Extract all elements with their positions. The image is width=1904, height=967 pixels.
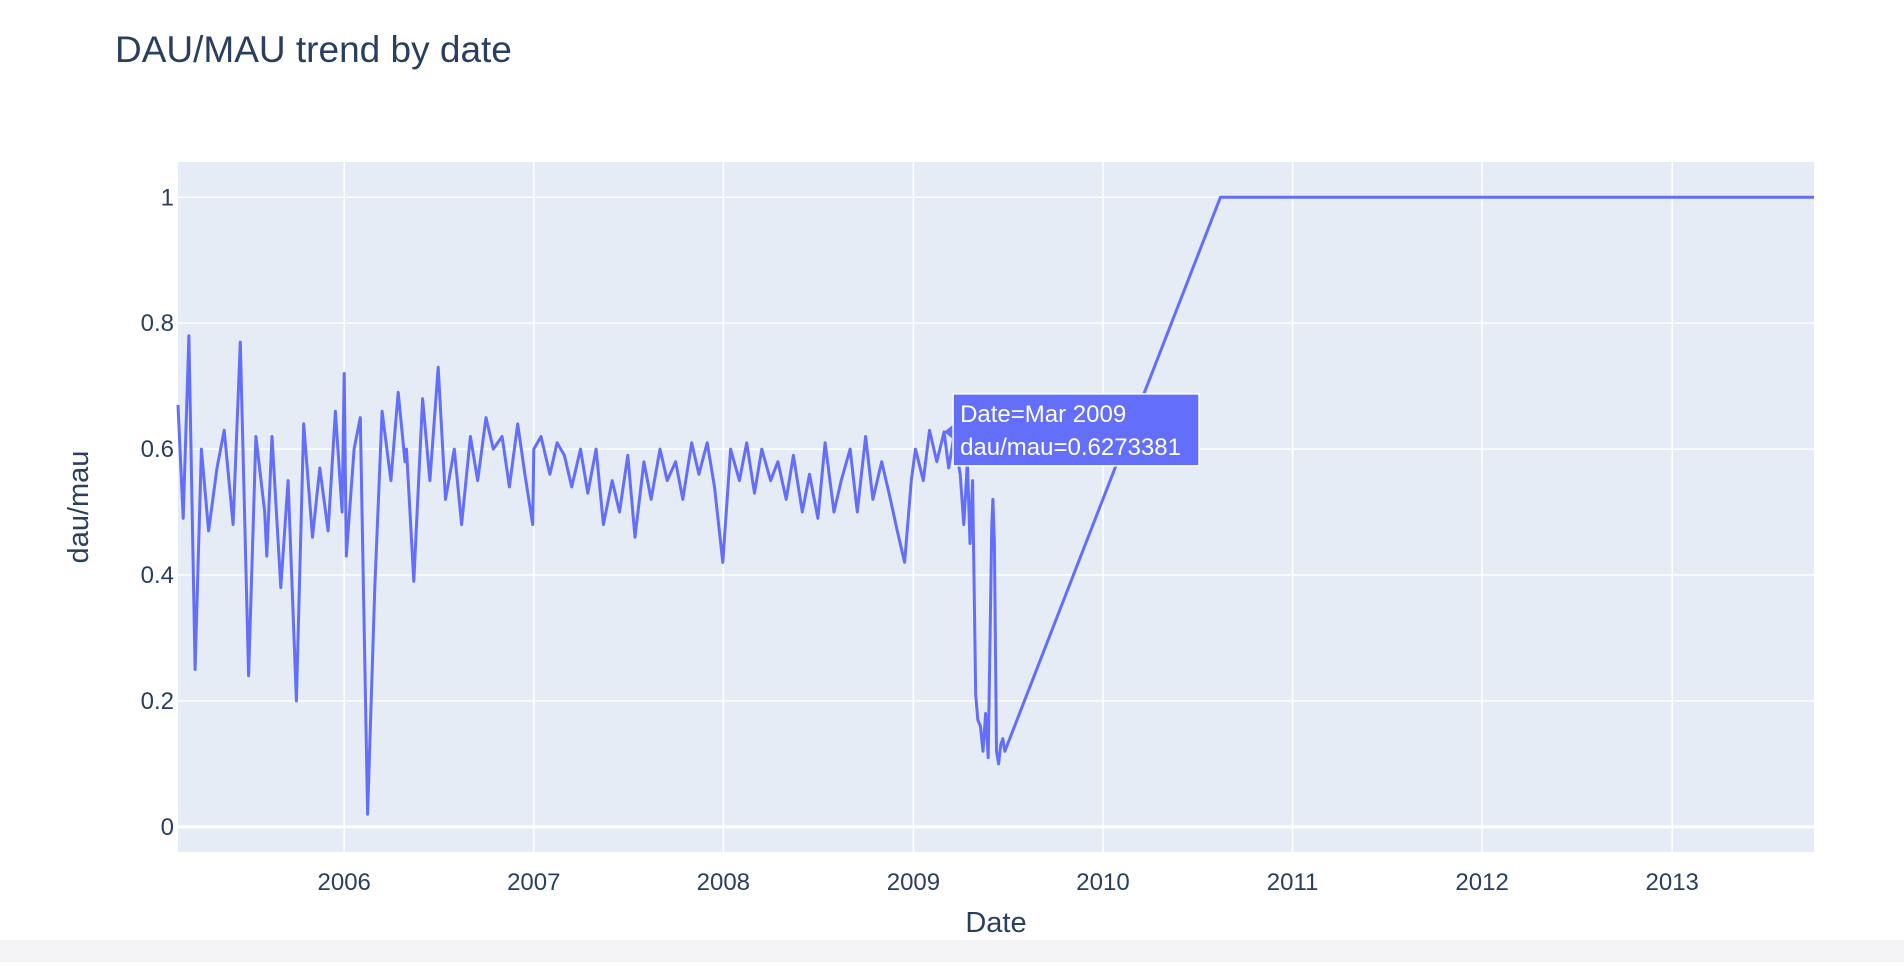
y-axis-title: dau/mau [63,451,95,564]
x-tick-label: 2008 [697,869,750,896]
x-axis-title: Date [965,907,1026,939]
x-tick-label: 2007 [507,869,560,896]
y-tick-label: 0.8 [141,310,174,337]
tick-labels: 0 0.2 0.4 0.6 0.8 1 2006 2007 2008 2009 2010 2011 20… [141,184,1699,896]
y-tick-label: 0.2 [141,688,174,715]
y-tick-label: 1 [161,184,174,211]
chart-title: DAU/MAU trend by date [115,29,512,70]
x-tick-label: 2006 [318,869,371,896]
y-tick-label: 0.4 [141,562,174,589]
hover-tooltip: Date=Mar 2009 dau/mau=0.6273381 [944,393,1200,467]
x-tick-label: 2012 [1455,869,1508,896]
hover-line-date: Date=Mar 2009 [960,401,1126,428]
hover-box [952,393,1200,467]
x-tick-label: 2011 [1267,869,1319,896]
x-tick-label: 2013 [1646,869,1699,896]
hover-pointer [944,423,955,440]
bottom-strip [0,940,1904,962]
hover-line-value: dau/mau=0.6273381 [960,434,1181,461]
y-tick-label: 0 [161,814,174,841]
x-tick-label: 2010 [1076,869,1129,896]
y-tick-label: 0.6 [141,436,174,463]
x-tick-label: 2009 [887,869,940,896]
